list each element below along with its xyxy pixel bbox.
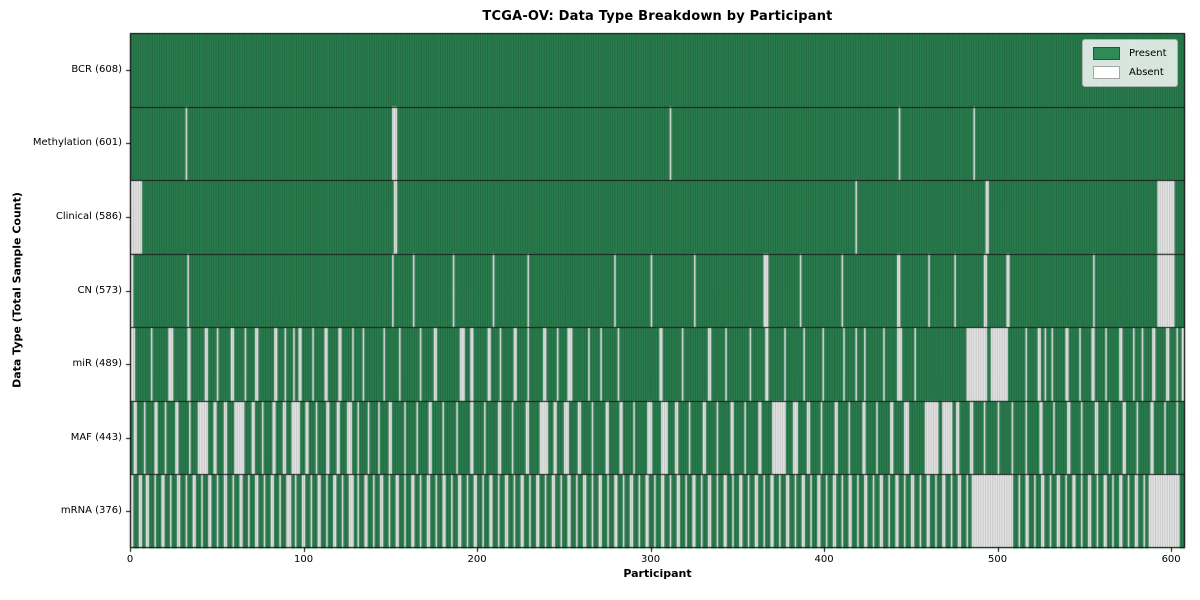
x-tick-label: 0: [126, 554, 134, 565]
x-tick-label: 600: [1161, 554, 1181, 565]
legend-label-absent: Absent: [1129, 67, 1164, 78]
chart-title: TCGA-OV: Data Type Breakdown by Particip…: [482, 9, 833, 24]
y-tick-label: Methylation (601): [32, 137, 122, 149]
legend-item-absent: Absent: [1093, 66, 1167, 79]
y-tick-label: BCR (608): [71, 63, 122, 75]
x-axis-label: Participant: [623, 567, 692, 580]
x-tick-label: 400: [814, 554, 834, 565]
legend-item-present: Present: [1093, 47, 1167, 60]
x-tick-label: 200: [467, 554, 487, 565]
legend: Present Absent: [1082, 39, 1178, 87]
x-tick-label: 300: [641, 554, 661, 565]
x-tick-label: 500: [988, 554, 1008, 565]
absent-swatch-icon: [1093, 66, 1120, 79]
y-tick-label: mRNA (376): [60, 505, 122, 517]
legend-label-present: Present: [1129, 48, 1167, 59]
y-tick-label: MAF (443): [70, 431, 122, 443]
present-swatch-icon: [1093, 47, 1120, 60]
x-tick-label: 100: [293, 554, 314, 565]
y-tick-label: CN (573): [77, 284, 122, 296]
y-tick-label: Clinical (586): [55, 210, 122, 222]
y-tick-label: miR (489): [72, 358, 122, 370]
